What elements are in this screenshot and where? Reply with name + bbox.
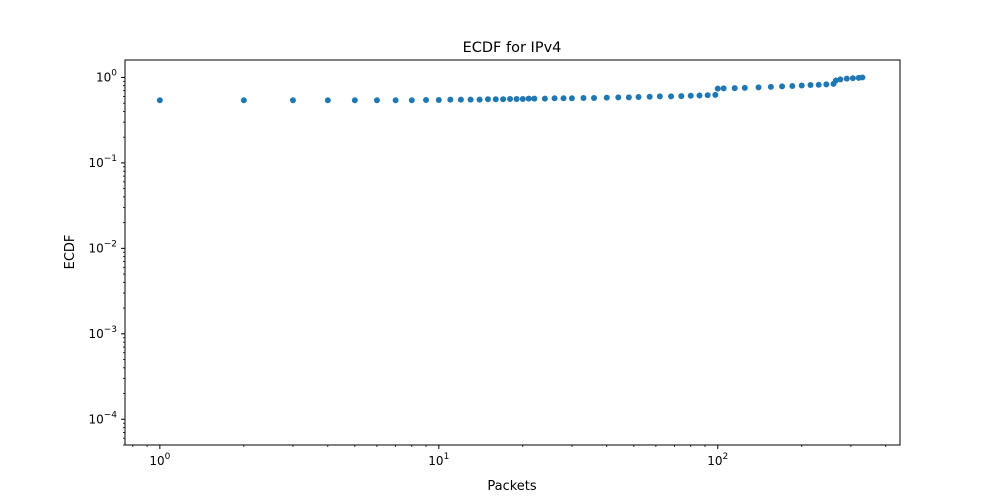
data-point [568, 95, 575, 102]
data-point [843, 75, 850, 82]
data-point [351, 97, 358, 104]
data-point [704, 92, 711, 99]
x-axis-label: Packets [487, 479, 537, 494]
data-point [815, 81, 822, 88]
x-tick-label: 102 [707, 452, 728, 468]
y-tick-label: 10−1 [88, 154, 117, 170]
data-point [492, 96, 499, 103]
data-point [767, 83, 774, 90]
plot-area-frame [124, 59, 901, 446]
data-point [541, 95, 548, 102]
data-point [408, 97, 415, 104]
y-tick-label: 100 [96, 68, 117, 84]
data-point [755, 84, 762, 91]
data-point [798, 82, 805, 89]
data-point [731, 85, 738, 92]
data-point [519, 95, 526, 102]
data-point [779, 83, 786, 90]
data-point [837, 76, 844, 83]
data-point [531, 95, 538, 102]
data-point [635, 94, 642, 101]
data-point [447, 96, 454, 103]
y-tick-label: 10−3 [88, 325, 117, 341]
data-point [807, 82, 814, 89]
data-point [560, 95, 567, 102]
x-tick-label: 100 [149, 452, 170, 468]
data-point [467, 96, 474, 103]
data-point [625, 94, 632, 101]
data-point [720, 85, 727, 92]
data-point [500, 96, 507, 103]
y-tick-label: 10−2 [88, 239, 117, 255]
data-point [289, 97, 296, 104]
data-point [741, 84, 748, 91]
data-point [513, 95, 520, 102]
data-point [435, 96, 442, 103]
data-point [832, 77, 839, 84]
data-point [656, 93, 663, 100]
data-point [678, 93, 685, 100]
data-point [457, 96, 464, 103]
data-point [392, 97, 399, 104]
data-point [714, 85, 721, 92]
data-point [240, 97, 247, 104]
data-point [525, 95, 532, 102]
data-point [373, 97, 380, 104]
data-point [712, 91, 719, 98]
y-axis-label: ECDF [63, 235, 78, 270]
data-point [849, 75, 856, 82]
data-point [484, 96, 491, 103]
data-point [789, 82, 796, 89]
data-point [687, 92, 694, 99]
data-point [423, 96, 430, 103]
data-point [615, 94, 622, 101]
y-axis-ticks: 100 10−1 10−2 10−3 10−4 [88, 68, 125, 446]
data-point [324, 97, 331, 104]
data-point [646, 93, 653, 100]
data-point [591, 94, 597, 101]
data-point [580, 94, 587, 101]
data-point [859, 74, 866, 81]
data-point [823, 81, 830, 88]
data-point [156, 97, 163, 104]
x-tick-label: 101 [428, 452, 449, 468]
data-point [551, 95, 558, 102]
data-point [696, 92, 703, 99]
y-tick-label: 10−4 [88, 410, 117, 426]
data-point [668, 93, 675, 100]
data-point [603, 94, 610, 101]
data-point [507, 95, 514, 102]
data-point [476, 96, 483, 103]
data-points [156, 74, 866, 104]
chart-title: ECDF for IPv4 [463, 40, 562, 56]
